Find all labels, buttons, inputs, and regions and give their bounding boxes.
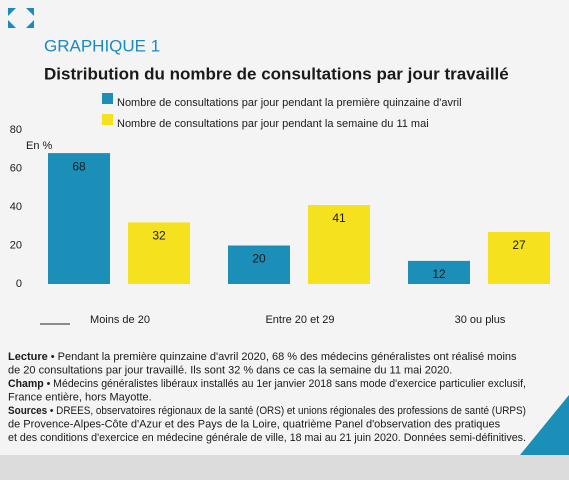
note-text: et des conditions d'exercice en médecine… [8, 432, 526, 444]
note-line: Sources• DREES, observatoires régionaux … [8, 405, 526, 417]
note-line: Champ• Médecins généralistes libéraux in… [8, 378, 526, 390]
expand-icon [8, 8, 34, 28]
y-tick-label: 60 [10, 162, 22, 174]
x-tick-label: 30 ou plus [455, 314, 506, 326]
value-label: 12 [432, 267, 446, 281]
note-label: Sources [8, 405, 47, 417]
chart-title: Distribution du nombre de consultations … [44, 64, 509, 83]
bar [48, 153, 110, 284]
x-tick-label: Moins de 20 [90, 314, 150, 326]
y-axis-label: En % [26, 140, 53, 152]
legend-label: Nombre de consultations par jour pendant… [117, 118, 429, 130]
note-text: • Médecins généralistes libéraux install… [47, 378, 526, 390]
legend-label: Nombre de consultations par jour pendant… [117, 97, 462, 109]
corner-decoration [520, 395, 569, 455]
bar [128, 222, 190, 284]
bar [228, 245, 290, 284]
value-label: 20 [252, 252, 266, 266]
note-label: Champ [8, 378, 44, 390]
note-line: Lecture • Pendant la première quinzaine d… [8, 351, 517, 363]
note-label: Lecture [8, 351, 48, 363]
note-text: de Provence-Alpes-Côte d'Azur et des Pay… [8, 418, 501, 430]
value-label: 41 [332, 211, 346, 225]
note-line: et des conditions d'exercice en médecine… [8, 432, 526, 444]
note-line: France entière, hors Mayotte. [8, 391, 152, 403]
y-tick-label: 0 [16, 278, 22, 290]
note-text: de 20 consultations par jour travaillé. … [8, 364, 452, 376]
note-text: • DREES, observatoires régionaux de la s… [50, 405, 526, 417]
y-tick-label: 80 [10, 124, 22, 136]
note-text: • Pendant la première quinzaine d'avril … [51, 351, 517, 363]
note-line: de Provence-Alpes-Côte d'Azur et des Pay… [8, 418, 501, 430]
bar [408, 260, 470, 284]
value-label: 32 [152, 229, 166, 243]
bottom-strip [0, 455, 569, 480]
note-line: de 20 consultations par jour travaillé. … [8, 364, 452, 376]
value-label: 68 [72, 159, 86, 173]
legend-swatch [102, 93, 113, 104]
header: GRAPHIQUE 1 [44, 36, 160, 55]
bar [308, 205, 370, 284]
legend-swatch [102, 114, 113, 125]
y-tick-label: 20 [10, 239, 22, 251]
note-text: France entière, hors Mayotte. [8, 391, 152, 403]
bar [488, 232, 550, 284]
value-label: 27 [512, 238, 526, 252]
x-tick-label: Entre 20 et 29 [265, 314, 334, 326]
y-tick-label: 40 [10, 201, 22, 213]
